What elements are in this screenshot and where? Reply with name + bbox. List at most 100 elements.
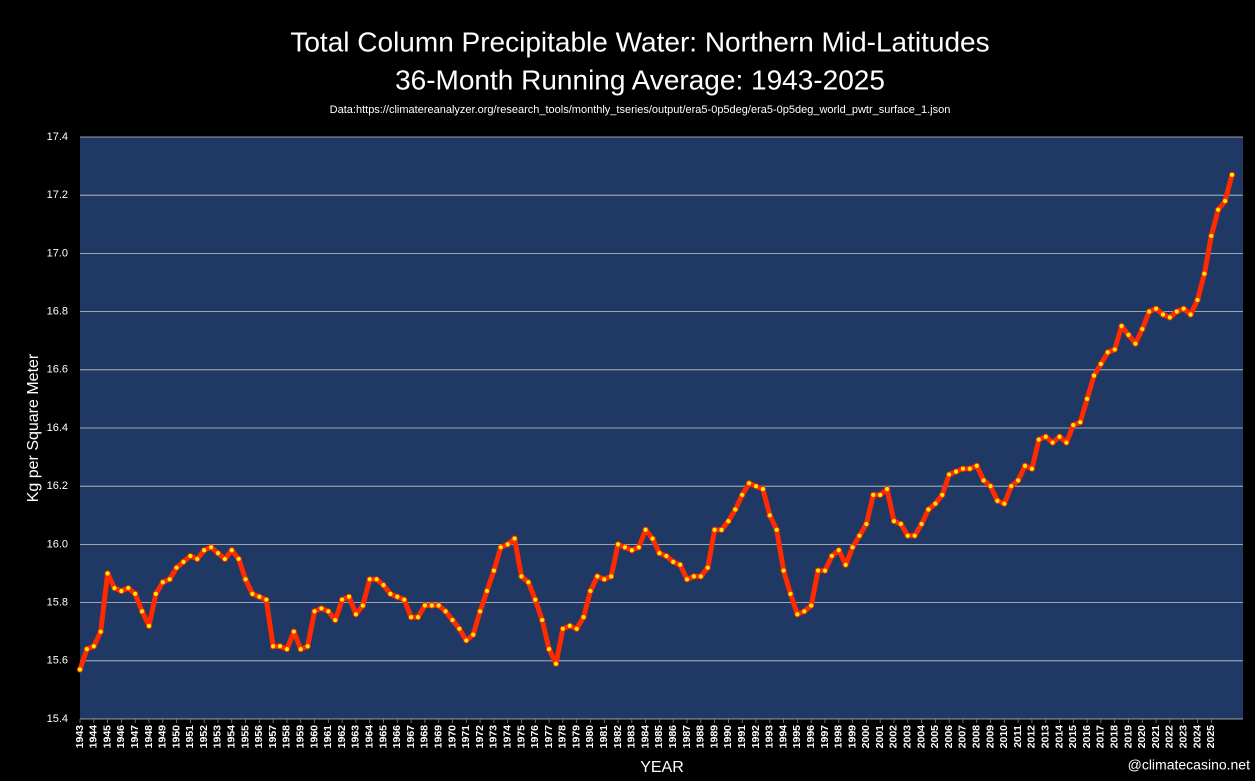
- data-point: [1090, 372, 1098, 379]
- x-tick-label: 2025: [1205, 725, 1217, 749]
- data-point: [173, 564, 180, 571]
- data-point: [614, 541, 622, 548]
- data-point: [214, 550, 222, 557]
- y-tick-label: 17.0: [47, 247, 68, 259]
- data-point: [532, 596, 539, 603]
- x-tick-label: 1953: [212, 725, 224, 749]
- data-point: [1028, 465, 1036, 472]
- x-tick-label: 2010: [998, 725, 1010, 749]
- x-tick-label: 1965: [377, 725, 389, 749]
- x-tick-label: 1984: [639, 725, 651, 749]
- x-tick-label: 2004: [915, 725, 927, 749]
- data-point: [297, 646, 304, 653]
- data-point: [1084, 395, 1091, 402]
- data-point: [863, 520, 870, 528]
- data-point: [1021, 462, 1029, 469]
- data-point: [697, 573, 704, 580]
- data-point: [152, 590, 159, 597]
- data-point: [311, 608, 318, 615]
- data-point: [966, 465, 973, 472]
- data-point: [394, 593, 401, 600]
- data-point: [690, 573, 698, 580]
- data-point: [946, 471, 953, 478]
- data-point: [483, 587, 491, 595]
- data-point: [904, 532, 911, 539]
- y-tick-label: 15.4: [47, 713, 68, 725]
- x-tick-label: 2016: [1081, 725, 1093, 749]
- data-point: [1001, 500, 1008, 507]
- data-point: [118, 587, 125, 595]
- x-tick-label: 1950: [170, 725, 182, 749]
- x-tick-label: 1959: [295, 725, 307, 749]
- data-point: [835, 547, 842, 554]
- x-tick-label: 1949: [157, 725, 169, 749]
- data-point: [739, 491, 746, 499]
- x-tick-label: 2013: [1039, 725, 1051, 749]
- x-tick-label: 1980: [584, 725, 596, 749]
- data-point: [1063, 439, 1070, 446]
- data-point: [97, 628, 104, 635]
- data-point: [883, 486, 891, 493]
- data-point: [456, 625, 463, 632]
- data-point: [897, 520, 904, 528]
- x-tick-label: 1954: [226, 725, 238, 749]
- data-point: [138, 608, 146, 615]
- data-point: [1228, 171, 1236, 178]
- x-tick-label: 1962: [336, 725, 348, 749]
- x-tick-label: 2002: [888, 725, 900, 749]
- data-point: [373, 576, 380, 583]
- data-point: [911, 532, 918, 539]
- x-tick-label: 2018: [1108, 725, 1120, 749]
- data-point: [359, 602, 366, 609]
- x-tick-label: 1981: [598, 725, 610, 749]
- data-point: [766, 512, 773, 519]
- data-point: [732, 506, 739, 513]
- data-point: [180, 558, 187, 565]
- y-tick-label: 16.6: [47, 364, 68, 376]
- x-tick-label: 1985: [653, 725, 665, 749]
- data-point: [304, 643, 311, 650]
- data-point: [1125, 331, 1132, 338]
- x-tick-label: 1969: [432, 725, 444, 749]
- x-tick-label: 1987: [681, 725, 693, 749]
- data-point: [497, 544, 504, 551]
- x-tick-label: 1999: [846, 725, 858, 749]
- data-point: [601, 576, 608, 583]
- x-tick-label: 2011: [1012, 725, 1024, 748]
- data-point: [1035, 436, 1042, 443]
- data-point: [635, 544, 642, 551]
- data-point: [318, 605, 325, 612]
- data-point: [1180, 305, 1187, 312]
- x-tick-label: 1945: [101, 725, 113, 749]
- x-tick-label: 1973: [488, 725, 500, 749]
- data-point: [166, 576, 173, 583]
- data-point: [1042, 433, 1049, 440]
- data-point: [263, 596, 270, 603]
- data-point: [1015, 477, 1022, 484]
- data-point: [90, 643, 97, 650]
- data-point: [1173, 308, 1180, 315]
- data-point: [366, 576, 373, 583]
- data-point: [973, 462, 980, 469]
- y-tick-label: 16.4: [47, 422, 68, 434]
- x-tick-label: 1993: [764, 725, 776, 749]
- x-tick-label: 1977: [543, 725, 555, 749]
- data-point: [1159, 311, 1167, 318]
- data-point: [580, 614, 587, 621]
- y-tick-label: 15.8: [47, 597, 68, 609]
- data-point: [808, 602, 815, 609]
- x-tick-label: 2014: [1053, 725, 1065, 749]
- x-tick-label: 1960: [308, 725, 320, 749]
- y-tick-label: 16.8: [47, 306, 68, 318]
- data-point: [387, 590, 394, 597]
- data-point: [194, 555, 201, 563]
- x-tick-label: 1988: [695, 725, 707, 749]
- y-axis-label: Kg per Square Meter: [25, 353, 42, 502]
- x-tick-label: 1971: [460, 725, 472, 749]
- data-point: [125, 584, 132, 592]
- data-point: [228, 547, 235, 554]
- x-tick-label: 1951: [184, 725, 196, 749]
- data-point: [711, 526, 718, 533]
- data-point: [587, 587, 594, 595]
